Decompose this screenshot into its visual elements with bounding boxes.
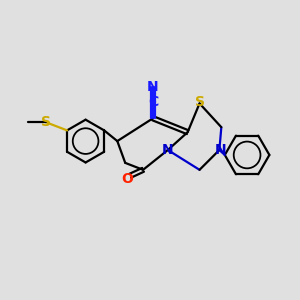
Text: N: N	[162, 143, 174, 157]
Text: S: S	[41, 115, 51, 129]
Text: N: N	[147, 80, 159, 94]
Text: O: O	[121, 172, 133, 186]
Text: S: S	[194, 95, 205, 109]
Text: C: C	[148, 95, 158, 110]
Text: N: N	[215, 143, 227, 157]
